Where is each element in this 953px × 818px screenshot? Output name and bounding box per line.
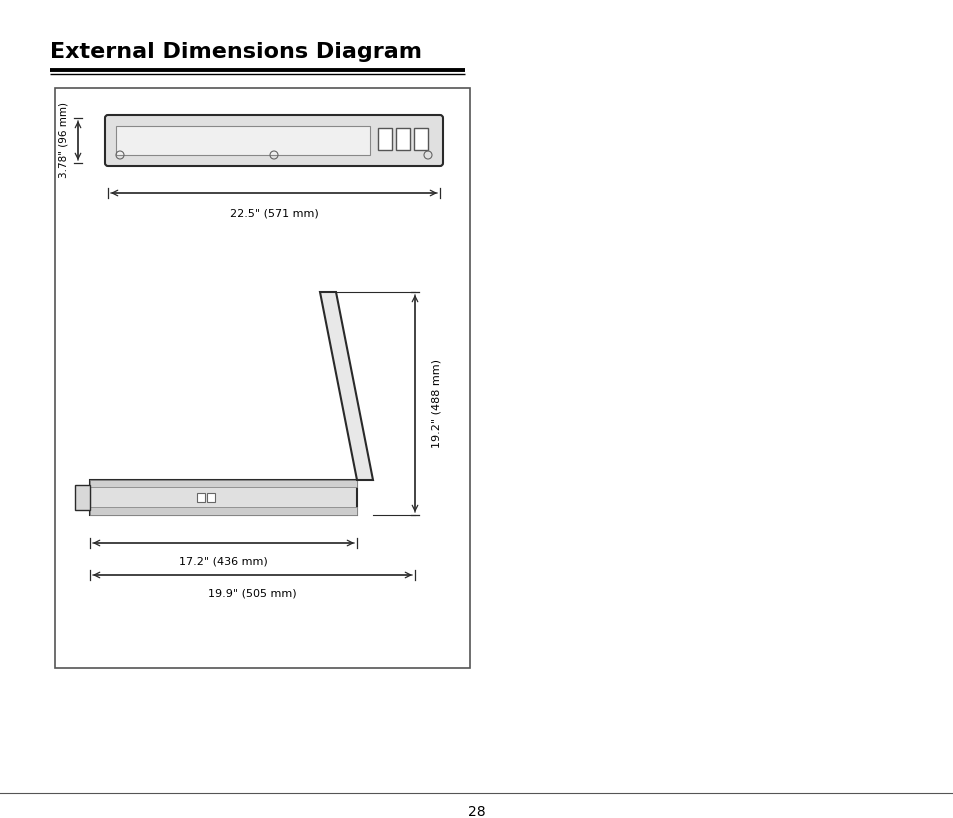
Text: 19.2" (488 mm): 19.2" (488 mm) (432, 359, 441, 448)
Bar (90, 480, 356, 487)
Polygon shape (319, 292, 373, 480)
Text: External Dimensions Diagram: External Dimensions Diagram (50, 42, 421, 62)
Text: 19.9" (505 mm): 19.9" (505 mm) (208, 589, 296, 599)
Bar (116, 126, 370, 155)
Bar (395, 128, 410, 150)
Bar (197, 492, 205, 501)
Text: 22.5" (571 mm): 22.5" (571 mm) (230, 209, 318, 219)
Bar (55, 88, 470, 668)
FancyBboxPatch shape (105, 115, 442, 166)
Bar (75, 485, 90, 510)
Bar (207, 492, 215, 501)
Text: 28: 28 (468, 805, 485, 818)
Bar (414, 128, 428, 150)
Bar (90, 480, 356, 515)
Bar (377, 128, 392, 150)
Text: 17.2" (436 mm): 17.2" (436 mm) (179, 557, 268, 567)
Bar (90, 507, 356, 515)
Text: 3.78" (96 mm): 3.78" (96 mm) (59, 102, 69, 178)
